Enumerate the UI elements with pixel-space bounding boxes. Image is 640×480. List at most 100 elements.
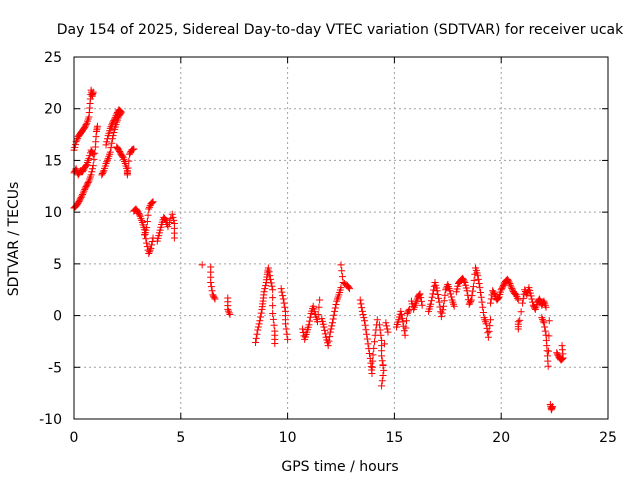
data-point	[130, 145, 138, 153]
x-tick-label: 10	[279, 430, 297, 446]
data-point	[262, 282, 270, 290]
data-point	[103, 158, 111, 166]
data-point	[417, 294, 425, 302]
data-point	[260, 288, 268, 296]
data-point	[224, 305, 232, 313]
data-point	[360, 314, 368, 322]
data-point	[479, 308, 487, 316]
data-point	[441, 291, 449, 299]
data-point	[383, 322, 391, 330]
data-point	[316, 296, 324, 304]
data-point	[145, 250, 153, 258]
data-point	[512, 291, 520, 299]
data-point	[315, 303, 323, 311]
data-point	[427, 300, 435, 308]
data-point	[267, 279, 275, 287]
data-point	[143, 239, 151, 247]
data-point	[91, 149, 99, 157]
data-point	[541, 327, 549, 335]
data-point	[338, 273, 346, 281]
data-point	[433, 287, 441, 295]
data-point	[384, 328, 392, 336]
data-point	[490, 290, 498, 298]
data-point	[487, 295, 495, 303]
data-point	[207, 278, 215, 286]
data-point	[269, 315, 277, 323]
data-point	[435, 294, 443, 302]
data-point	[164, 223, 172, 231]
data-point	[112, 112, 120, 120]
data-point	[379, 372, 387, 380]
data-point	[125, 157, 133, 165]
data-point	[279, 292, 287, 300]
data-point	[144, 211, 152, 219]
data-point	[538, 315, 546, 323]
data-point	[147, 244, 155, 252]
data-point	[417, 297, 425, 305]
data-point	[79, 189, 87, 197]
data-point	[482, 320, 490, 328]
data-point	[358, 304, 366, 312]
y-tick-label: 15	[44, 153, 62, 169]
data-point	[476, 284, 484, 292]
data-point	[306, 317, 314, 325]
data-point	[378, 377, 386, 385]
data-point	[326, 328, 334, 336]
data-point	[363, 330, 371, 338]
data-point	[450, 302, 458, 310]
data-point	[514, 296, 522, 304]
data-point	[148, 198, 156, 206]
data-point	[90, 155, 98, 163]
data-point	[116, 107, 124, 115]
data-point	[365, 349, 373, 357]
data-point	[477, 293, 485, 301]
data-point	[378, 352, 386, 360]
data-point	[284, 335, 292, 343]
data-point	[541, 323, 549, 331]
data-point	[256, 317, 264, 325]
data-point	[84, 178, 92, 186]
x-axis-label: GPS time / hours	[281, 459, 398, 475]
data-point	[380, 340, 388, 348]
data-point	[379, 361, 387, 369]
data-point	[79, 191, 87, 199]
data-point	[416, 290, 424, 298]
data-point	[111, 113, 119, 121]
data-point	[270, 321, 278, 329]
data-point	[542, 303, 550, 311]
data-point	[321, 330, 329, 338]
data-point	[494, 294, 502, 302]
data-point	[346, 285, 354, 293]
data-point	[327, 325, 335, 333]
data-point	[558, 342, 566, 350]
data-point	[435, 298, 443, 306]
data-point	[123, 171, 131, 179]
data-point	[78, 192, 86, 200]
data-point	[527, 292, 535, 300]
data-point	[519, 299, 527, 307]
data-point	[358, 307, 366, 315]
data-point	[528, 295, 536, 303]
y-tick-label: -10	[39, 412, 62, 428]
data-point	[124, 164, 132, 172]
data-point	[136, 211, 144, 219]
data-point	[118, 152, 126, 160]
data-point	[299, 325, 307, 333]
data-point	[398, 314, 406, 322]
data-point	[257, 309, 265, 317]
data-point	[279, 295, 287, 303]
data-point	[169, 213, 177, 221]
plot-border	[73, 56, 609, 420]
data-point	[255, 320, 263, 328]
data-point	[467, 296, 475, 304]
data-point	[110, 116, 118, 124]
data-point	[330, 311, 338, 319]
data-point	[280, 299, 288, 307]
data-point	[103, 135, 111, 143]
data-point	[487, 316, 495, 324]
data-point	[281, 320, 289, 328]
data-point	[170, 234, 178, 242]
data-point	[117, 108, 125, 116]
data-point	[266, 272, 274, 280]
data-point	[103, 138, 111, 146]
